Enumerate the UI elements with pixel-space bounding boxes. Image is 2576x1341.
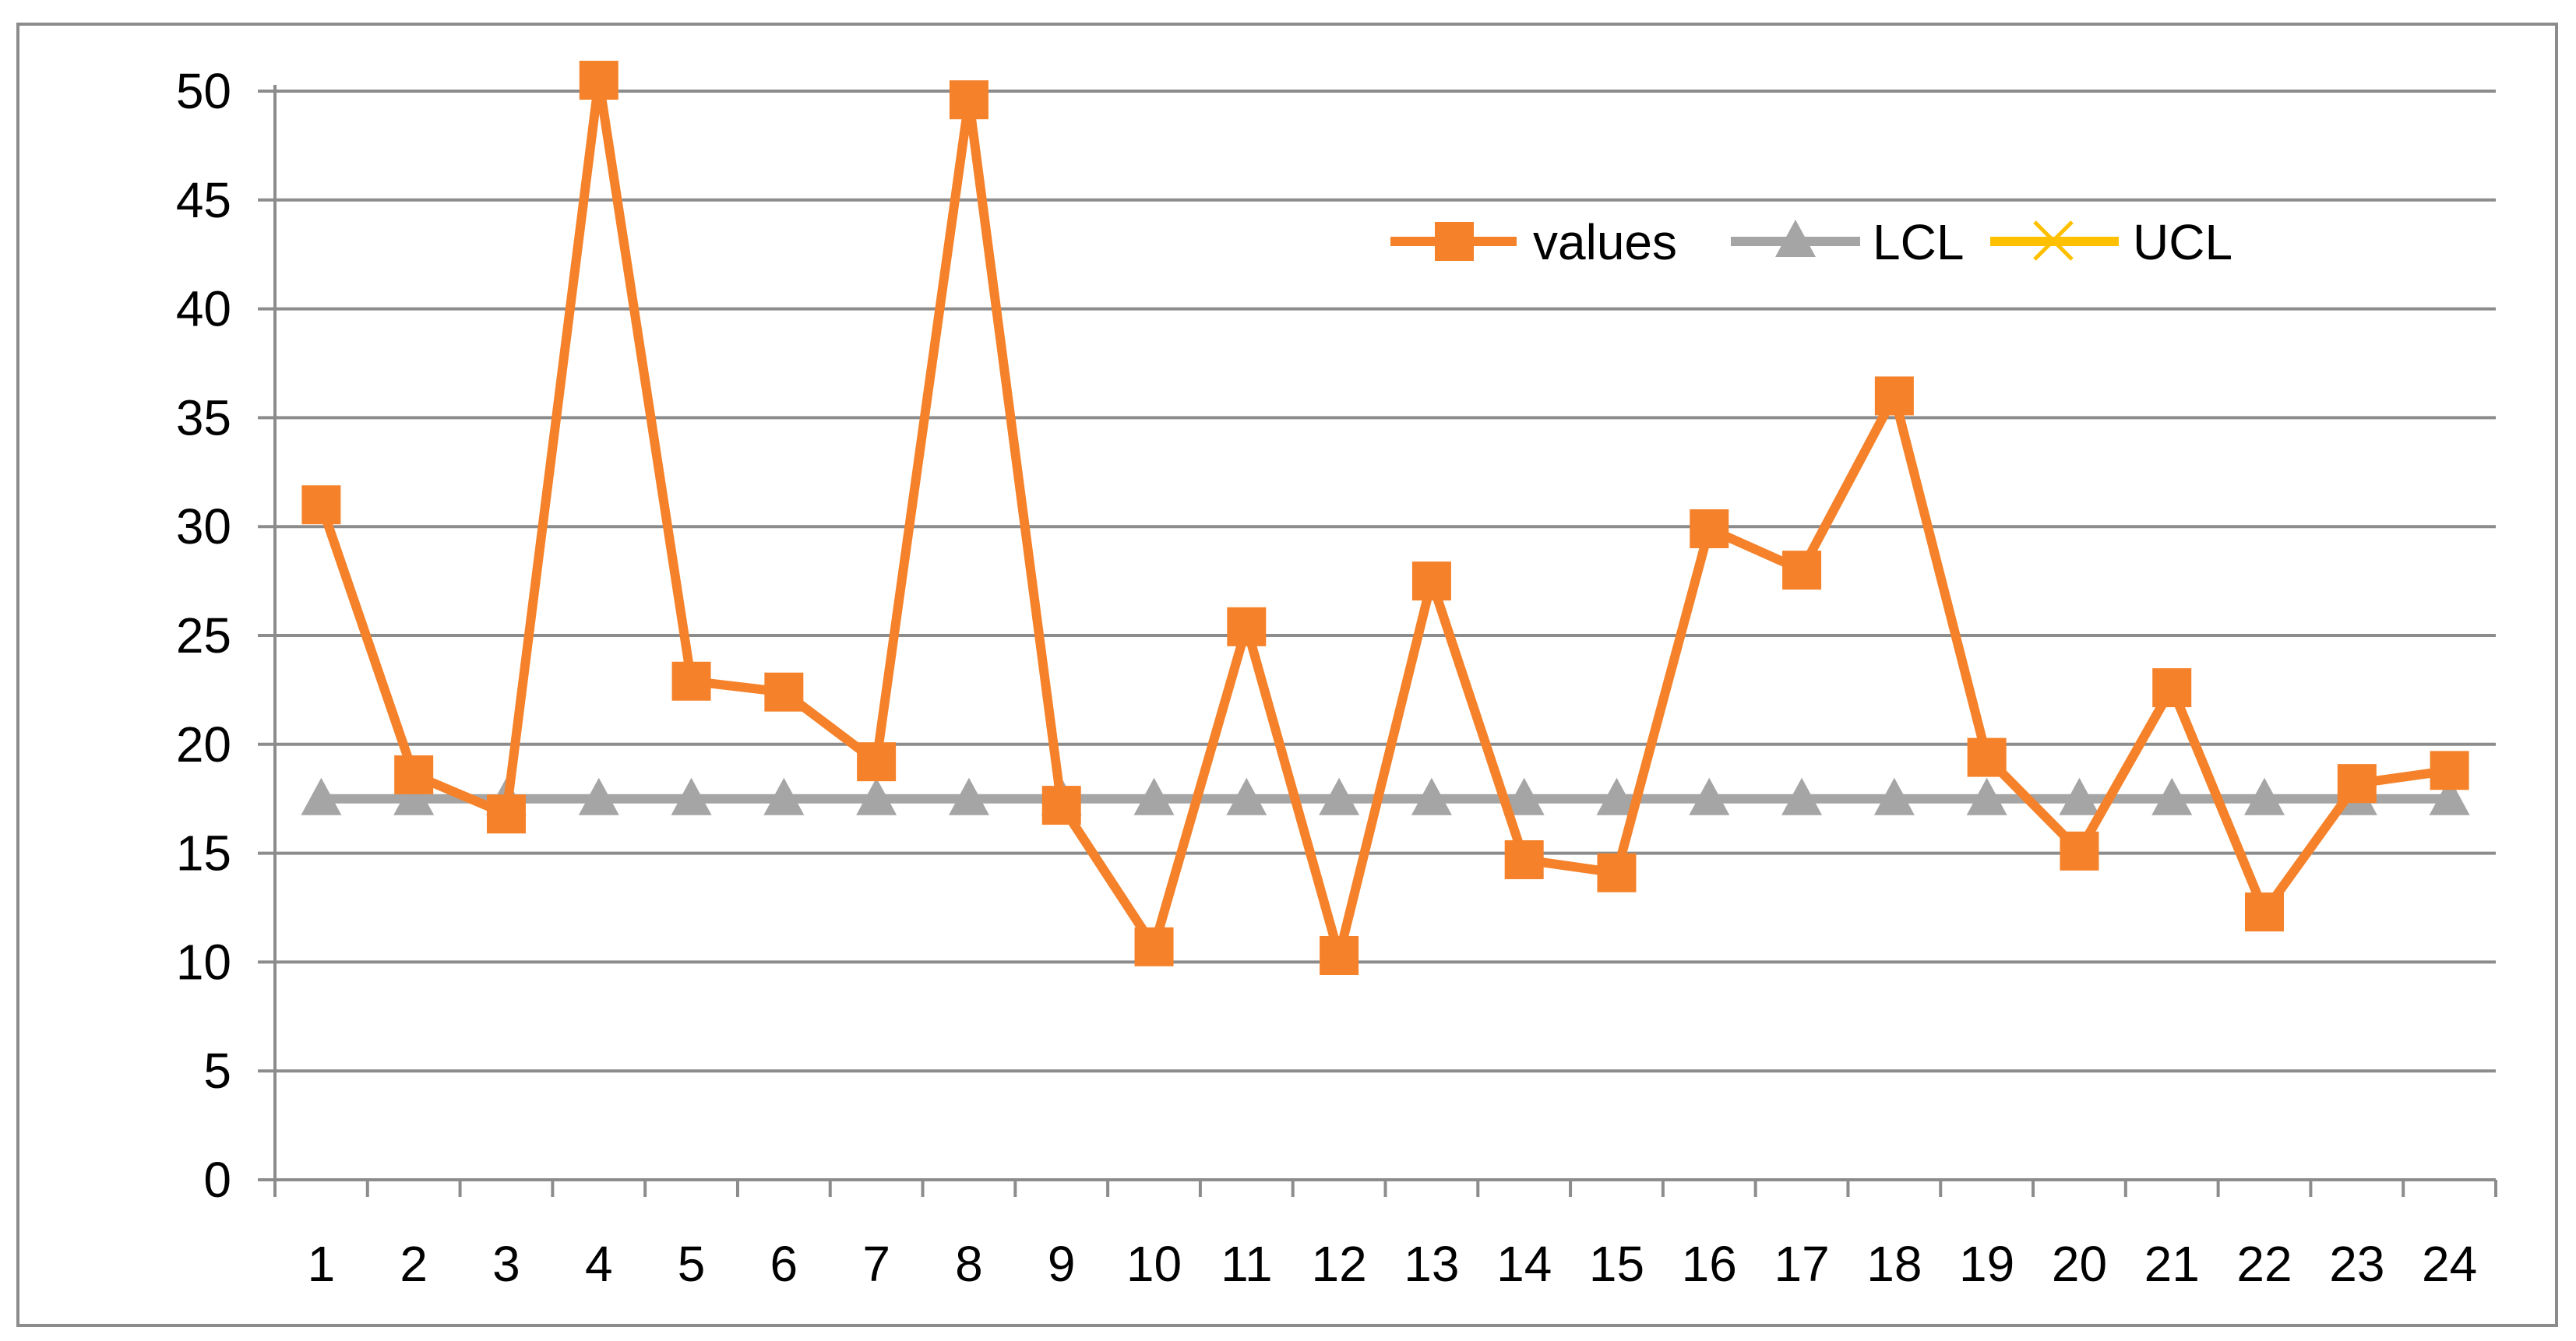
data-point-lcl-14 [1503, 777, 1545, 815]
y-tick-label-5: 5 [203, 1043, 231, 1099]
y-tick-label-25: 25 [176, 607, 231, 663]
data-point-values-16 [1690, 509, 1729, 548]
data-point-lcl-10 [1133, 777, 1175, 815]
y-tick-label-10: 10 [176, 934, 231, 990]
x-tick-label-4: 4 [585, 1236, 613, 1292]
y-tick-label-40: 40 [176, 281, 231, 337]
x-tick-label-17: 17 [1774, 1236, 1829, 1292]
legend-marker-x-b [2033, 220, 2074, 261]
data-point-lcl-22 [2244, 777, 2285, 815]
data-point-lcl-2 [393, 777, 435, 815]
legend: values LCL UCL [1390, 214, 2232, 270]
data-point-lcl-24 [2429, 777, 2470, 815]
x-tick-label-3: 3 [492, 1236, 520, 1292]
data-point-lcl-19 [1966, 777, 2007, 815]
y-tick-label-0: 0 [203, 1152, 231, 1208]
data-point-lcl-4 [578, 777, 619, 815]
y-tick-label-35: 35 [176, 389, 231, 445]
data-point-lcl-16 [1689, 777, 1730, 815]
data-point-values-1 [301, 485, 341, 525]
x-tick-label-16: 16 [1682, 1236, 1737, 1292]
x-tick-label-20: 20 [2052, 1236, 2107, 1292]
data-point-values-23 [2337, 764, 2377, 804]
data-point-lcl-17 [1781, 777, 1823, 815]
data-point-values-5 [671, 661, 711, 701]
x-tick-label-9: 9 [1048, 1236, 1076, 1292]
data-point-values-20 [2060, 831, 2099, 871]
data-point-values-17 [1782, 551, 1822, 590]
x-tick-label-13: 13 [1404, 1236, 1459, 1292]
legend-marker-triangle [1775, 220, 1816, 257]
x-tick-label-6: 6 [770, 1236, 798, 1292]
data-point-values-24 [2430, 751, 2469, 790]
y-tick-label-15: 15 [176, 825, 231, 882]
x-tick-label-5: 5 [678, 1236, 706, 1292]
series-layer [301, 61, 2470, 976]
data-point-lcl-11 [1226, 777, 1267, 815]
data-point-values-12 [1320, 936, 1359, 976]
data-point-values-3 [486, 794, 526, 834]
y-tick-label-20: 20 [176, 716, 231, 773]
data-point-values-7 [857, 742, 897, 782]
data-point-lcl-20 [2059, 777, 2100, 815]
gridlines [275, 90, 2496, 1073]
y-tick-label-30: 30 [176, 498, 231, 554]
x-tick-label-2: 2 [400, 1236, 428, 1292]
chart-frame [16, 23, 2558, 1327]
x-tick-label-10: 10 [1126, 1236, 1182, 1292]
x-tick-label-18: 18 [1866, 1236, 1922, 1292]
legend-item-values: values [1390, 214, 1677, 270]
data-point-values-21 [2152, 668, 2192, 708]
x-tick-label-12: 12 [1312, 1236, 1367, 1292]
legend-label-ucl: UCL [2133, 214, 2232, 270]
data-point-lcl-21 [2151, 777, 2193, 815]
data-point-values-4 [579, 61, 618, 100]
legend-label-values: values [1533, 214, 1677, 270]
data-point-values-6 [764, 672, 804, 712]
data-point-values-2 [394, 755, 434, 794]
data-point-values-11 [1227, 607, 1267, 646]
data-point-lcl-18 [1873, 777, 1915, 815]
x-tick-label-1: 1 [308, 1236, 336, 1292]
data-point-values-9 [1041, 786, 1081, 825]
data-point-values-15 [1597, 853, 1637, 892]
data-point-values-10 [1134, 927, 1174, 966]
legend-item-ucl: UCL [1990, 214, 2232, 270]
x-tick-label-21: 21 [2144, 1236, 2200, 1292]
data-point-lcl-1 [301, 777, 342, 815]
data-point-lcl-12 [1319, 777, 1360, 815]
x-tick-label-22: 22 [2236, 1236, 2292, 1292]
x-tick-label-8: 8 [955, 1236, 983, 1292]
x-tick-label-7: 7 [862, 1236, 890, 1292]
legend-marker-square [1435, 222, 1474, 261]
data-point-lcl-7 [856, 777, 897, 815]
y-tick-label-50: 50 [176, 63, 231, 119]
x-tick-label-23: 23 [2329, 1236, 2384, 1292]
legend-label-lcl: LCL [1873, 214, 1964, 270]
data-point-lcl-13 [1411, 777, 1452, 815]
y-tick-label-45: 45 [176, 172, 231, 228]
legend-item-lcl: LCL [1731, 214, 1964, 270]
data-point-values-19 [1967, 737, 2007, 777]
data-point-lcl-15 [1596, 777, 1637, 815]
series-line-values [316, 76, 2451, 960]
data-point-values-13 [1411, 561, 1451, 601]
x-tick-label-15: 15 [1589, 1236, 1644, 1292]
data-point-lcl-5 [671, 777, 712, 815]
x-tick-label-19: 19 [1959, 1236, 2014, 1292]
data-point-values-18 [1874, 376, 1914, 416]
data-point-lcl-6 [763, 777, 805, 815]
x-tick-label-24: 24 [2422, 1236, 2477, 1292]
data-point-values-22 [2245, 892, 2285, 932]
x-tick-label-14: 14 [1496, 1236, 1552, 1292]
data-point-lcl-8 [948, 777, 989, 815]
x-tick-label-11: 11 [1221, 1236, 1272, 1292]
data-point-values-8 [949, 80, 988, 120]
data-point-values-14 [1504, 839, 1544, 879]
